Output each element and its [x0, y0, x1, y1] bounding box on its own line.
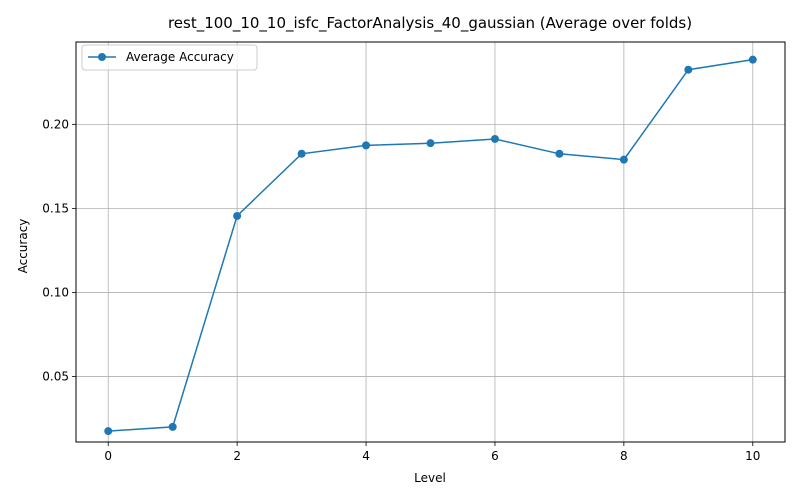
data-point [619, 155, 628, 164]
data-point [297, 149, 306, 158]
y-tick-label: 0.05 [42, 369, 69, 383]
data-point [490, 134, 499, 143]
y-axis-label: Accuracy [16, 219, 30, 274]
y-tick-label: 0.20 [42, 117, 69, 131]
x-tick-label: 2 [233, 449, 241, 463]
y-tick-label: 0.10 [42, 285, 69, 299]
x-axis-label: Level [414, 471, 446, 485]
data-point [104, 427, 113, 436]
x-tick-label: 0 [104, 449, 112, 463]
legend-box [81, 44, 258, 71]
y-tick-label: 0.15 [42, 201, 69, 215]
axes-frame [75, 41, 786, 443]
data-point [555, 149, 564, 158]
data-point [748, 55, 757, 64]
x-tick-label: 10 [745, 449, 760, 463]
x-tick-label: 4 [362, 449, 370, 463]
legend-marker [98, 53, 106, 61]
x-tick-label: 6 [491, 449, 499, 463]
data-point [168, 422, 177, 431]
data-point [426, 139, 435, 148]
legend-entry-label: Average Accuracy [126, 50, 234, 64]
legend: Average Accuracy [81, 44, 258, 71]
data-point [684, 65, 693, 74]
chart-title: rest_100_10_10_isfc_FactorAnalysis_40_ga… [168, 14, 692, 33]
plot-area [104, 55, 757, 436]
y-axis-ticks: 0.05 0.10 0.15 0.20 [42, 117, 76, 383]
x-tick-label: 8 [620, 449, 628, 463]
grid-lines [76, 42, 785, 442]
data-point [233, 211, 242, 220]
data-point [362, 141, 371, 150]
x-axis-ticks: 0 2 4 6 8 10 [104, 442, 760, 463]
